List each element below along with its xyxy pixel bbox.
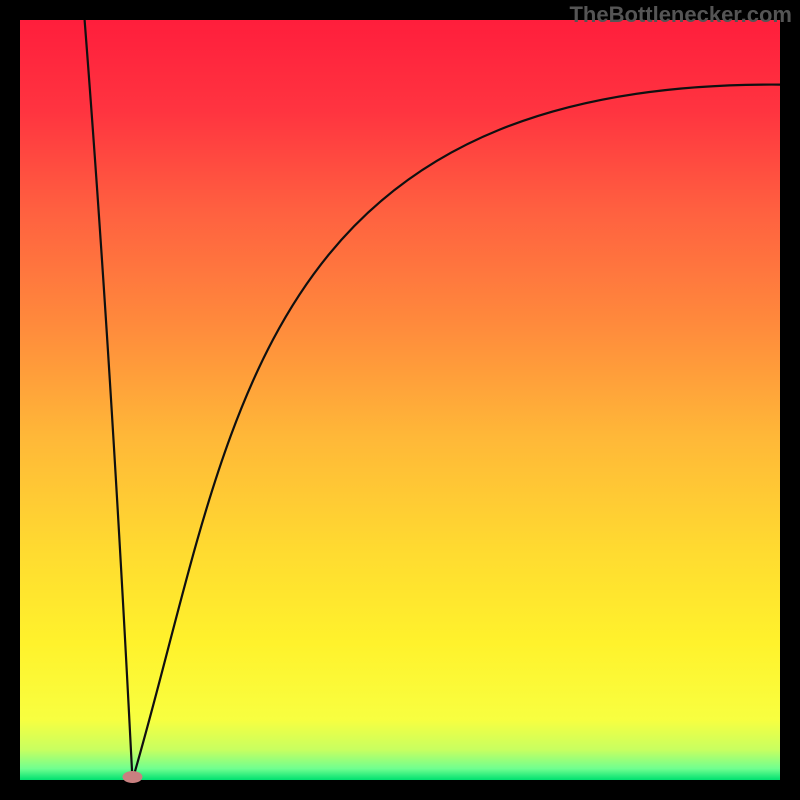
watermark-text: TheBottlenecker.com xyxy=(569,2,792,28)
bottleneck-chart xyxy=(0,0,800,800)
gradient-background xyxy=(20,20,780,780)
dip-marker xyxy=(122,771,142,783)
chart-container: TheBottlenecker.com xyxy=(0,0,800,800)
